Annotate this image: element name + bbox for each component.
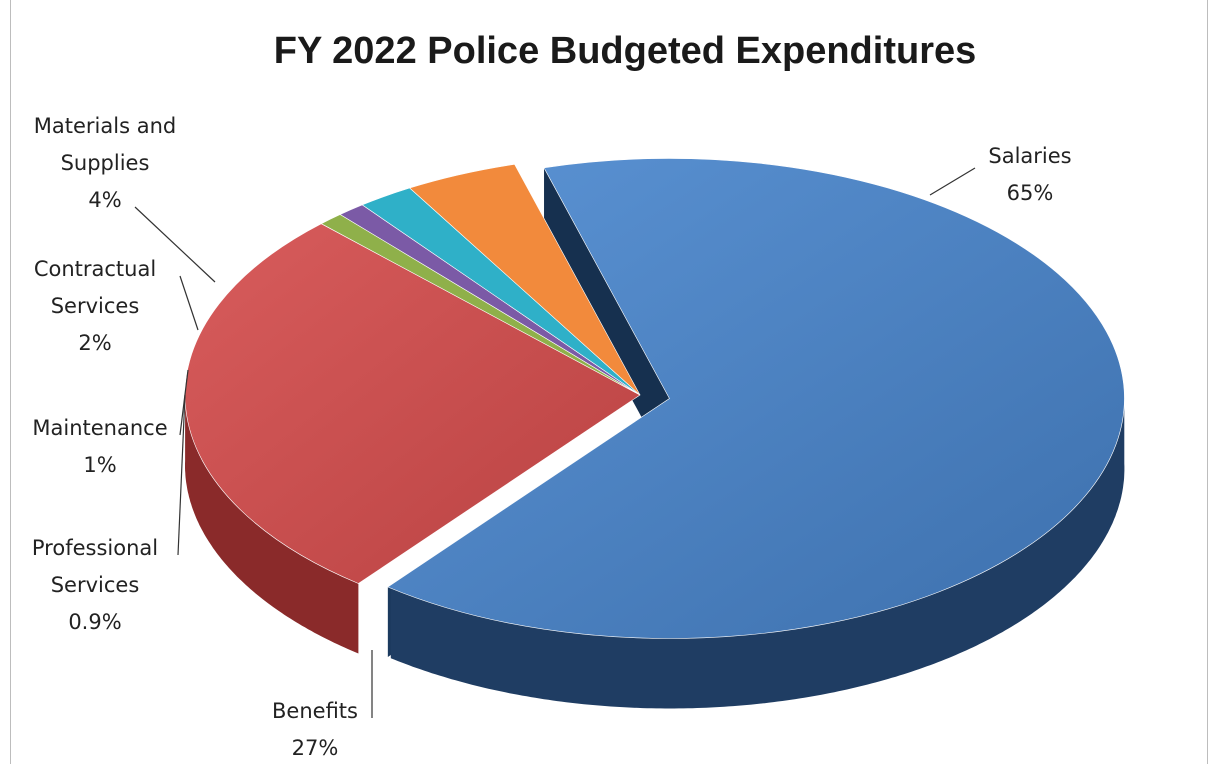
leader-line-maintenance bbox=[179, 369, 189, 436]
chart-frame bbox=[10, 0, 1208, 764]
slice-benefits bbox=[184, 223, 641, 584]
chart-title: FY 2022 Police Budgeted Expenditures bbox=[273, 30, 977, 72]
data-label-materials-and-supplies: Materials and Supplies 4% bbox=[34, 114, 176, 212]
data-label-benefits: Benefits 27% bbox=[272, 699, 358, 760]
leader-line-professional-services bbox=[177, 394, 186, 556]
data-label-contractual-services: Contractual Services 2% bbox=[34, 257, 156, 355]
slice-materials-and-supplies bbox=[409, 163, 641, 396]
leader-line-salaries bbox=[929, 167, 976, 196]
leader-line-materials-and-supplies bbox=[134, 206, 216, 283]
slice-side-benefits bbox=[185, 391, 359, 654]
data-label-maintenance: Maintenance 1% bbox=[32, 416, 167, 477]
data-label-salaries: Salaries 65% bbox=[988, 144, 1071, 205]
data-label-professional-services: Professional Services 0.9% bbox=[32, 536, 158, 634]
leader-line-contractual-services bbox=[179, 275, 199, 331]
slice-salaries bbox=[387, 158, 1125, 639]
slice-side-salaries bbox=[390, 393, 1125, 709]
